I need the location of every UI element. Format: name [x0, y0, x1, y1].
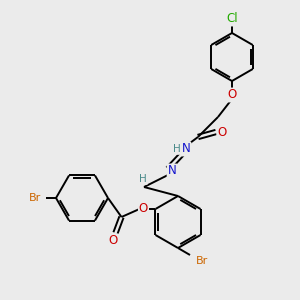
Text: Br: Br: [196, 256, 208, 266]
Text: H: H: [173, 144, 181, 154]
Text: O: O: [227, 88, 237, 101]
Text: O: O: [218, 125, 226, 139]
Text: Br: Br: [29, 193, 41, 203]
Text: O: O: [109, 235, 118, 248]
Text: O: O: [139, 202, 148, 215]
Text: N: N: [182, 142, 190, 155]
Text: N: N: [168, 164, 176, 178]
Text: Cl: Cl: [226, 13, 238, 26]
Text: H: H: [139, 174, 147, 184]
